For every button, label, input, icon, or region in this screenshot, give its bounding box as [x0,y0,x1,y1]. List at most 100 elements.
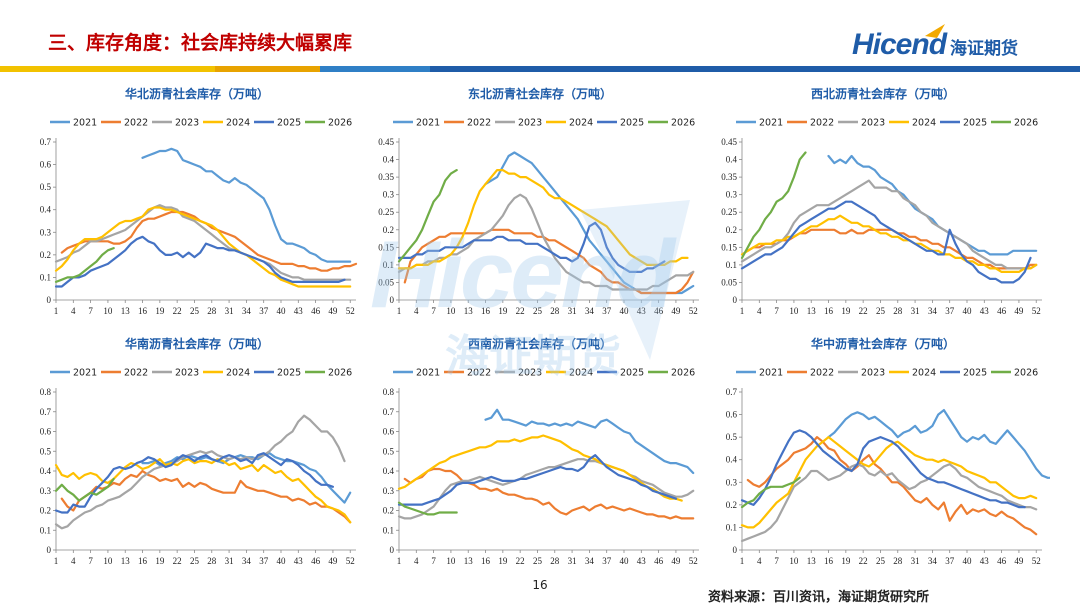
y-tick-label: 0.35 [721,172,737,182]
legend-label: 2025 [963,368,987,379]
chart-title: 华南沥青社会库存（万吨） [125,336,269,351]
y-tick-label: 0.7 [383,407,395,417]
x-tick-label: 43 [637,556,647,566]
source-note: 资料来源：百川资讯，海证期货研究所 [708,590,930,605]
x-tick-label: 34 [585,556,595,566]
series-line-2025 [54,452,334,514]
y-tick-label: 0.3 [40,486,52,496]
x-tick-label: 40 [277,306,287,316]
x-tick-label: 25 [876,306,886,316]
legend-label: 2023 [518,368,542,379]
y-tick-label: 0 [47,545,52,555]
x-tick-label: 10 [446,556,456,566]
chart-svg: 东北沥青社会库存（万吨） 2021 2022 2023 2024 2025 2026 0 0.0… [378,86,699,316]
legend-label: 2021 [759,118,783,129]
y-tick-label: 0.8 [383,387,395,397]
legend-label: 2024 [912,118,936,129]
series-line-2022 [60,210,358,272]
series-line-2026 [54,477,115,502]
x-tick-label: 40 [963,556,973,566]
x-tick-label: 52 [346,306,355,316]
x-tick-label: 31 [568,306,577,316]
series-line-2021 [827,154,1038,256]
legend-label: 2021 [759,368,783,379]
x-tick-label: 28 [550,556,560,566]
legend-label: 2022 [124,368,148,379]
chart-title: 西南沥青社会库存（万吨） [468,336,612,351]
y-tick-label: 0.3 [726,190,738,200]
y-tick-label: 0.6 [40,427,52,437]
x-tick-label: 16 [138,306,148,316]
y-tick-label: 0.7 [40,407,52,417]
x-tick-label: 43 [980,556,990,566]
series-line-2021 [141,147,352,263]
series-line-2026 [397,168,458,263]
x-tick-label: 46 [997,306,1007,316]
legend-label: 2025 [620,368,644,379]
x-tick-label: 43 [294,556,304,566]
legend-label: 2025 [277,118,301,129]
x-tick-label: 40 [620,556,630,566]
x-tick-label: 19 [155,306,165,316]
series-line-2022 [403,228,695,295]
x-tick-label: 52 [1032,556,1041,566]
x-tick-label: 52 [1032,306,1041,316]
y-tick-label: 0.05 [721,277,737,287]
series-line-2024 [740,435,1038,529]
x-tick-label: 31 [225,306,234,316]
x-tick-label: 1 [740,556,745,566]
x-tick-label: 46 [997,556,1007,566]
x-tick-label: 10 [103,556,113,566]
x-tick-label: 49 [1014,306,1024,316]
y-tick-label: 0.3 [383,486,395,496]
series-line-2023 [54,204,352,281]
legend-label: 2023 [861,118,885,129]
legend-label: 2026 [671,118,695,129]
x-tick-label: 52 [346,556,355,566]
header-band-4 [430,66,1080,72]
x-tick-label: 31 [568,556,577,566]
chart-title: 东北沥青社会库存（万吨） [468,86,612,101]
x-tick-label: 4 [414,306,419,316]
legend-label: 2026 [328,118,352,129]
chart-svg: 西北沥青社会库存（万吨） 2021 2022 2023 2024 2025 2026 0 0.0… [721,86,1042,316]
x-tick-label: 40 [277,556,287,566]
chart-panel: 华南沥青社会库存（万吨） 2021 2022 2023 2024 2025 2026 0 0.1… [30,330,364,570]
x-tick-label: 13 [121,306,131,316]
legend-label: 2025 [963,118,987,129]
page-title: 三、库存角度：社会库持续大幅累库 [48,32,353,54]
chart-title: 西北沥青社会库存（万吨） [811,86,955,101]
y-tick-label: 0.2 [726,500,737,510]
x-tick-label: 49 [328,556,338,566]
y-tick-label: 0.5 [40,446,52,456]
x-tick-label: 46 [311,306,321,316]
series-line-2023 [397,193,695,291]
x-tick-label: 1 [740,306,745,316]
y-tick-label: 0 [733,295,738,305]
series-line-2023 [740,179,1038,270]
x-tick-label: 13 [807,556,817,566]
series-line-2026 [54,247,115,283]
legend-label: 2022 [467,368,491,379]
legend-label: 2022 [810,118,834,129]
x-tick-label: 25 [190,306,200,316]
x-tick-label: 22 [859,556,868,566]
legend-label: 2026 [671,368,695,379]
legend-label: 2024 [226,368,250,379]
legend-label: 2024 [569,368,593,379]
series-line-2025 [397,454,677,506]
y-tick-label: 0.45 [378,137,394,147]
legend-label: 2025 [620,118,644,129]
y-tick-label: 0.2 [383,506,394,516]
x-tick-label: 37 [259,556,269,566]
header-band-3 [320,66,430,72]
x-tick-label: 37 [602,556,612,566]
x-tick-label: 7 [431,556,436,566]
series-line-2025 [740,200,1032,284]
legend-label: 2024 [226,118,250,129]
x-tick-label: 34 [928,556,938,566]
series-line-2022 [746,435,1038,536]
y-tick-label: 0.2 [726,225,737,235]
y-tick-label: 0.1 [383,525,394,535]
y-tick-label: 0.1 [383,260,394,270]
